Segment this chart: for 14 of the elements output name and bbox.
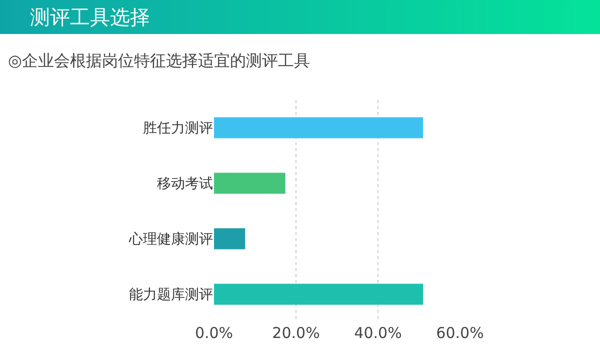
y-tick-label: 心理健康测评	[128, 232, 213, 248]
bar	[214, 228, 246, 250]
bar	[214, 117, 424, 138]
y-tick-label: 移动考试	[157, 176, 213, 192]
y-tick-label: 能力题库测评	[129, 287, 213, 304]
bar	[214, 284, 424, 305]
x-tick-label: 20.0%	[272, 324, 320, 342]
chart-subtitle: ◎企业会根据岗位特征选择适宜的测评工具	[8, 50, 310, 72]
x-tick-label: 60.0%	[436, 324, 484, 342]
x-tick-label: 40.0%	[354, 324, 402, 342]
y-tick-label: 胜任力测评	[143, 120, 213, 137]
bar	[214, 172, 286, 194]
chart-title: 测评工具选择	[30, 4, 150, 30]
x-tick-label: 0.0%	[194, 324, 234, 342]
